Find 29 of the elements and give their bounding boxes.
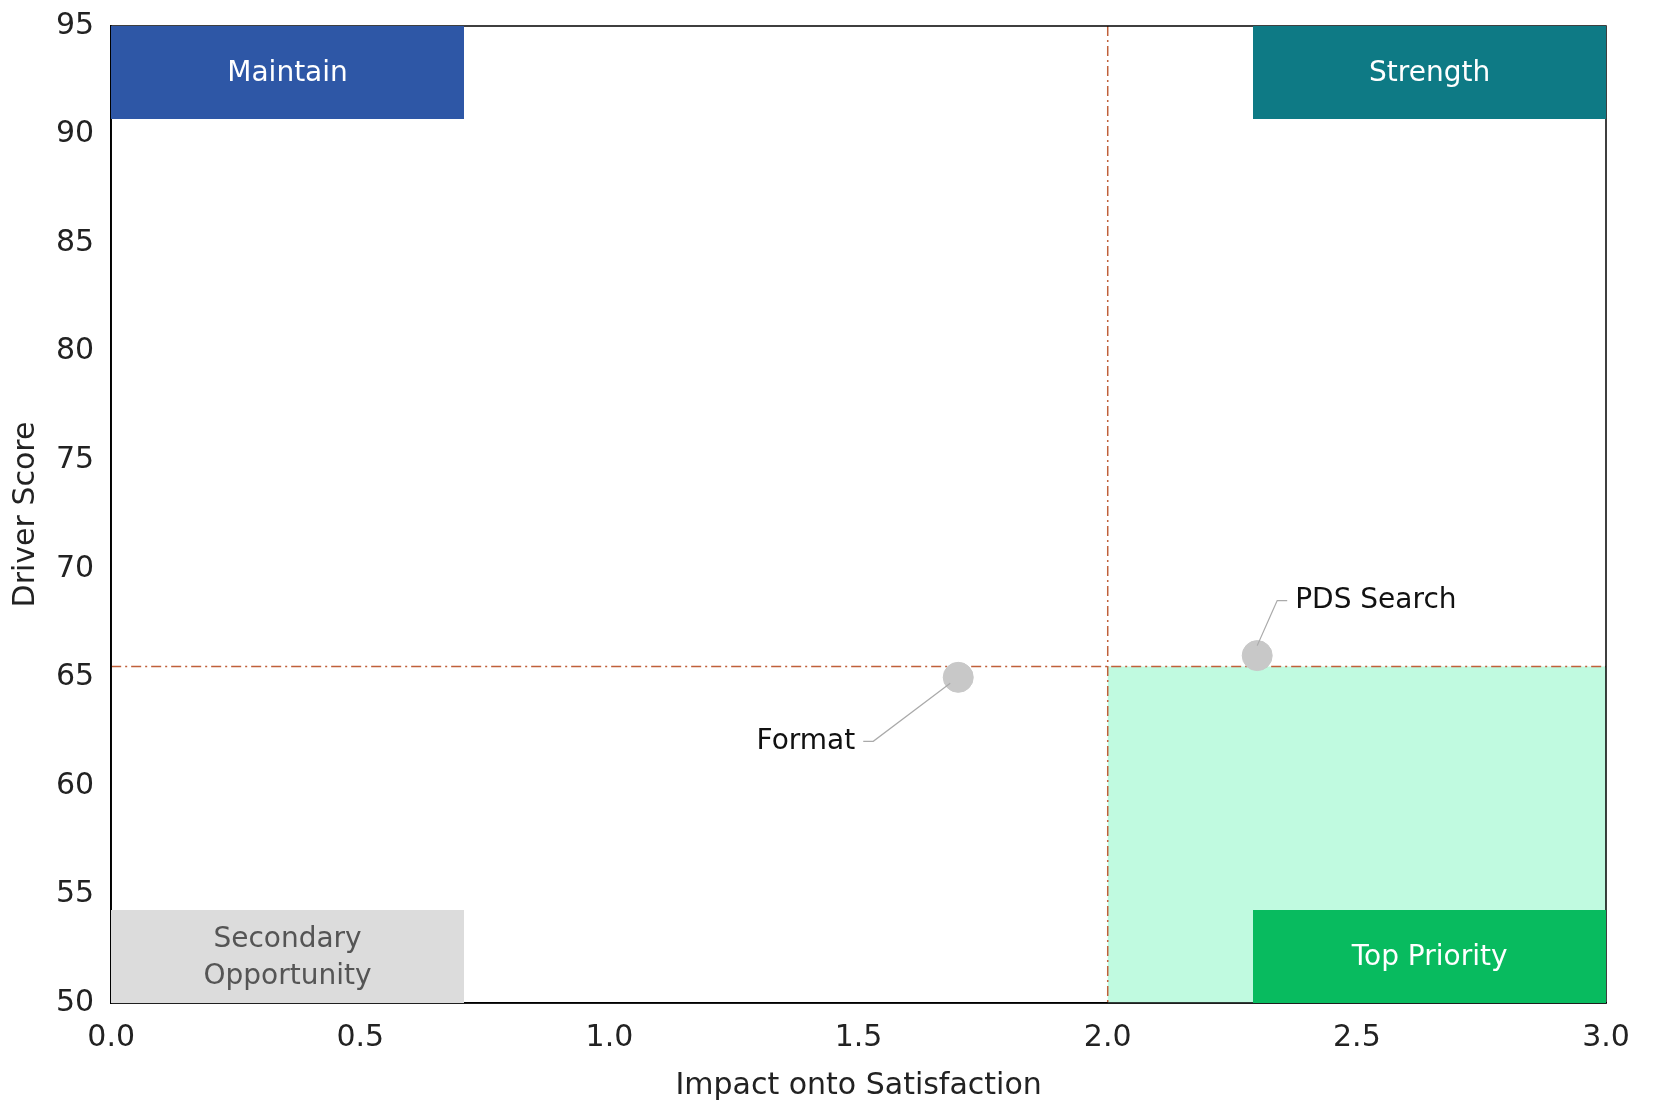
x-tick-label: 1.5 [834,1017,883,1053]
annotation: Format [756,722,856,756]
y-tick-label: 95 [55,5,95,41]
label-box: Secondary Opportunity [111,910,464,1003]
y-tick-label: 85 [55,222,95,258]
x-tick-label: 2.0 [1083,1017,1132,1053]
annotation: Top Priority [1351,938,1508,975]
x-tick-label: 0.5 [336,1017,385,1053]
annotation: Strength [1369,54,1491,91]
annotation: Secondary Opportunity [202,920,373,993]
x-tick-label: 3.0 [1582,1017,1630,1053]
y-tick-label: 75 [55,440,95,476]
y-tick-label: 60 [55,765,95,801]
y-axis-title: Driver Score [5,421,41,608]
x-tick-label: 1.0 [585,1017,634,1053]
y-tick-label: 55 [55,874,95,910]
x-tick-label: 2.5 [1333,1017,1381,1053]
label-box: Top Priority [1253,910,1606,1003]
label-box: Maintain [111,26,464,119]
annotation: Maintain [227,54,348,91]
y-tick-label: 90 [55,114,95,150]
annotation: PDS Search [1295,581,1457,615]
y-tick-label: 50 [55,982,95,1018]
y-tick-label: 65 [55,657,95,693]
x-tick-label: 0.0 [87,1017,136,1053]
x-axis-title: Impact onto Satisfaction [675,1065,1042,1101]
y-tick-label: 80 [55,331,95,367]
label-box: Strength [1253,26,1606,119]
y-tick-label: 70 [55,548,95,584]
